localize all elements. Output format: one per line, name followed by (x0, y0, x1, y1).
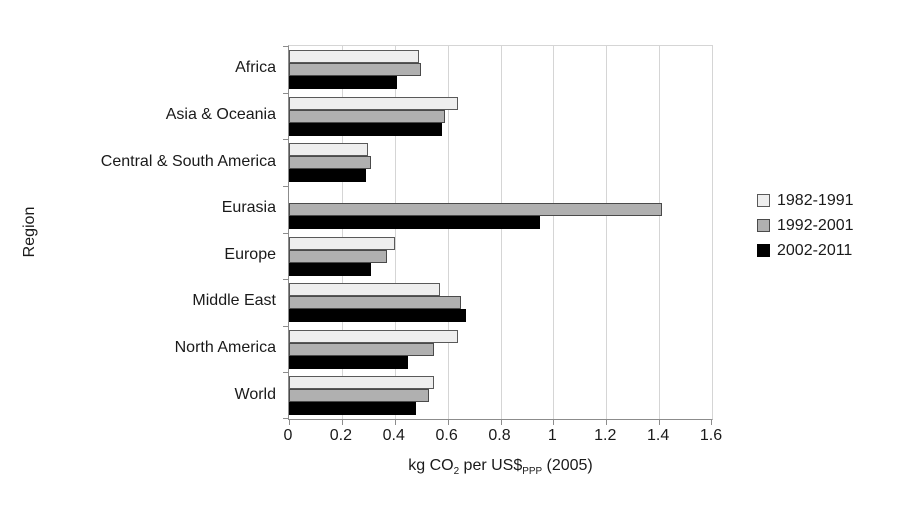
bar (289, 309, 467, 323)
bar (289, 156, 371, 170)
x-axis-title-text: (2005) (542, 457, 593, 474)
y-axis-tick (283, 325, 288, 327)
category-label: Central & South America (100, 152, 276, 170)
x-axis-tick (341, 420, 343, 425)
y-axis-tick (283, 372, 288, 374)
bar (289, 169, 366, 183)
x-axis-tick (553, 420, 555, 425)
bar (289, 96, 459, 110)
x-axis-tick (606, 420, 608, 425)
legend-item: 1982-1991 (757, 188, 854, 213)
bar (289, 355, 408, 369)
bar (289, 202, 662, 216)
bar (289, 296, 461, 310)
y-axis-tick (283, 185, 288, 187)
bar (289, 50, 419, 63)
gridline (500, 46, 502, 419)
category-label: Africa (235, 59, 276, 77)
bar (289, 122, 443, 136)
legend-item: 1992-2001 (757, 213, 854, 238)
x-tick-label: 1 (547, 427, 557, 444)
bar (289, 283, 440, 297)
legend-swatch (757, 194, 770, 207)
y-axis-tick (283, 92, 288, 94)
y-axis-tick (283, 279, 288, 281)
x-axis-title-sub-2: 2 (453, 466, 460, 478)
y-axis-tick (283, 418, 288, 419)
legend-swatch (757, 219, 770, 232)
x-axis-title-sub-ppp: PPP (522, 466, 543, 478)
x-tick-labels: 0 0.2 0.4 0.6 0.8 1 1.2 1.4 1.6 (284, 420, 723, 450)
x-tick-label: 0.6 (435, 427, 458, 444)
legend-label: 1982-1991 (777, 191, 854, 209)
x-tick-label: 1.6 (699, 427, 723, 444)
category-label: Eurasia (221, 199, 276, 217)
category-label: Europe (224, 245, 276, 263)
legend: 1982-1991 1992-2001 2002-2011 (757, 188, 854, 263)
y-category-labels: Africa Asia & Oceania Central & South Amer… (0, 45, 280, 420)
bar (289, 236, 395, 250)
x-tick-label: 0.8 (488, 427, 511, 444)
bar (289, 329, 459, 343)
y-axis-tick (283, 232, 288, 234)
gridline (606, 46, 608, 419)
gridline (394, 46, 396, 419)
x-axis-tick (659, 420, 661, 425)
bar (289, 215, 541, 229)
bar (289, 376, 435, 390)
x-tick-label: 0 (283, 427, 293, 444)
x-axis-tick (711, 420, 712, 425)
bar (289, 76, 398, 89)
x-tick-label: 1.2 (594, 427, 617, 444)
legend-swatch (757, 244, 770, 257)
bar (289, 63, 422, 76)
x-axis-title-text: kg CO (408, 457, 454, 474)
bar (289, 249, 387, 263)
x-tick-label: 0.4 (382, 427, 405, 444)
x-axis-tick (394, 420, 396, 425)
bar (289, 342, 435, 356)
bar (289, 402, 416, 416)
legend-label: 1992-2001 (777, 216, 854, 234)
gridline (447, 46, 449, 419)
bar (289, 109, 445, 123)
y-axis-tick (283, 46, 288, 47)
x-axis-tick (500, 420, 502, 425)
category-label: Asia & Oceania (165, 105, 276, 123)
bar (289, 262, 371, 276)
category-label: World (234, 385, 277, 403)
x-tick-label: 0.2 (329, 427, 352, 444)
x-axis-tick (289, 420, 290, 425)
legend-label: 2002-2011 (777, 241, 853, 259)
x-tick-label: 1.4 (647, 427, 670, 444)
gridline (341, 46, 343, 419)
plot-area (283, 45, 713, 425)
y-axis-tick (283, 139, 288, 141)
x-axis-tick (447, 420, 449, 425)
x-axis-title: kg CO2 per US$PPP (2005) (288, 457, 713, 477)
gridline (553, 46, 555, 419)
bar (289, 389, 430, 403)
gridline (659, 46, 661, 419)
category-label: North America (174, 339, 276, 357)
category-label: Middle East (192, 292, 276, 310)
bar (289, 143, 369, 157)
legend-item: 2002-2011 (757, 238, 854, 263)
x-axis-title-text: per US$ (459, 457, 523, 474)
